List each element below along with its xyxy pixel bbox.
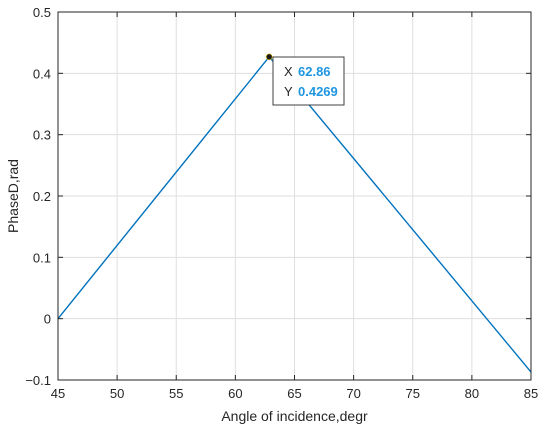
datatip-x-value: 62.86 xyxy=(298,64,331,79)
x-tick-label: 50 xyxy=(110,386,124,401)
x-tick-label: 85 xyxy=(524,386,538,401)
datatip-y-value: 0.4269 xyxy=(298,84,338,99)
datatip-marker[interactable] xyxy=(265,53,273,61)
x-tick-label: 55 xyxy=(169,386,183,401)
x-tick-label: 60 xyxy=(228,386,242,401)
y-tick-label: 0.4 xyxy=(33,66,51,81)
datatip-box xyxy=(272,56,345,106)
y-axis-label: PhaseD,rad xyxy=(5,159,21,233)
datatip[interactable]: X 62.86 Y 0.4269 xyxy=(265,53,345,106)
y-tick-label: 0.1 xyxy=(33,250,51,265)
x-axis-ticks: 45 50 55 60 65 70 75 80 85 xyxy=(51,12,538,401)
x-tick-label: 65 xyxy=(287,386,301,401)
x-tick-label: 75 xyxy=(406,386,420,401)
y-tick-label: 0.2 xyxy=(33,189,51,204)
y-tick-label: 0.3 xyxy=(33,128,51,143)
y-tick-label: −0.1 xyxy=(25,373,51,388)
x-tick-label: 80 xyxy=(465,386,479,401)
y-tick-label: 0.5 xyxy=(33,5,51,20)
datatip-x-label: X xyxy=(284,64,293,79)
x-axis-label: Angle of incidence,degr xyxy=(221,408,368,424)
y-axis-ticks: −0.1 0 0.1 0.2 0.3 0.4 0.5 xyxy=(25,5,531,388)
y-tick-label: 0 xyxy=(44,312,51,327)
datatip-y-label: Y xyxy=(284,84,293,99)
grid xyxy=(58,12,531,380)
x-tick-label: 45 xyxy=(51,386,65,401)
x-tick-label: 70 xyxy=(346,386,360,401)
